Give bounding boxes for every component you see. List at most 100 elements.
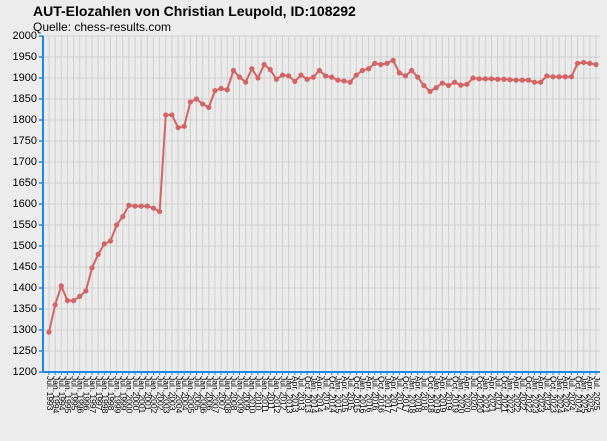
point: [46, 329, 52, 335]
point: [538, 79, 544, 85]
x-tick-label: Jul. 1997: [94, 376, 104, 411]
point: [279, 72, 286, 78]
x-tick-label: Jan. 2002: [149, 376, 159, 414]
point: [421, 82, 427, 89]
x-tick-label: Jan. 2024: [555, 376, 565, 414]
point: [298, 72, 304, 78]
y-tick-label: 1700: [13, 156, 37, 168]
y-tick-label: 1600: [13, 198, 37, 210]
x-tick-label: Jan. 2012: [272, 376, 282, 414]
x-tick-label: Jan. 2001: [137, 376, 147, 414]
y-tick-label: 1800: [13, 114, 37, 126]
chart-title: AUT-Elozahlen von Christian Leupold, ID:…: [33, 3, 356, 19]
point: [390, 57, 396, 63]
x-tick-label: Jan. 1995: [63, 376, 73, 414]
x-tick-label: Apr. 2023: [536, 376, 546, 413]
point: [470, 75, 476, 81]
x-tick-label: Oct. 2022: [524, 376, 534, 413]
y-tick-label: 1300: [13, 324, 37, 336]
point: [439, 80, 445, 86]
x-tick-label: Jul. 2002: [155, 376, 165, 411]
x-tick-label: Jul. 2021: [493, 376, 503, 411]
point: [525, 77, 531, 83]
x-tick-label: Jan. 2022: [506, 376, 516, 414]
point: [101, 241, 107, 247]
x-tick-label: Jul. 1993: [45, 376, 55, 411]
y-tick-label: 1350: [13, 303, 37, 315]
x-tick-label: Jan. 2018: [407, 376, 417, 414]
point: [169, 112, 175, 118]
point: [562, 74, 568, 80]
point: [273, 76, 280, 82]
point: [64, 298, 71, 304]
x-tick-label: Jul. 2017: [395, 376, 405, 411]
x-tick-label: Oct. 2016: [377, 376, 387, 413]
point: [464, 81, 470, 87]
point: [114, 222, 120, 228]
x-tick-label: Apr. 2019: [438, 376, 448, 413]
point: [341, 78, 347, 84]
x-tick-label: Jan. 2015: [334, 376, 344, 414]
x-tick-label: Jul. 2010: [254, 376, 264, 411]
point: [488, 76, 495, 82]
x-tick-label: Jan. 2000: [125, 376, 135, 414]
point: [95, 251, 101, 257]
point: [531, 79, 538, 85]
point: [236, 74, 243, 80]
point: [70, 298, 77, 304]
x-tick-label: Jul. 2001: [143, 376, 153, 411]
x-tick-label: Jul. 2012: [278, 376, 288, 411]
point: [329, 74, 335, 80]
point: [120, 214, 126, 220]
x-tick-label: Jan. 1997: [88, 376, 98, 414]
x-tick-label: Apr. 2015: [340, 376, 350, 413]
x-tick-label: Apr. 2016: [364, 376, 374, 413]
x-tick-label: Oct. 2018: [426, 376, 436, 413]
point: [458, 82, 464, 88]
x-tick-label: Jul. 2006: [205, 376, 215, 411]
point: [138, 203, 144, 209]
point: [556, 74, 562, 80]
x-tick-label: Apr. 2018: [414, 376, 424, 413]
point: [452, 79, 458, 85]
y-tick-label: 1650: [13, 177, 37, 189]
x-tick-label: Jul. 2011: [266, 376, 276, 410]
point: [89, 265, 95, 271]
point: [359, 67, 366, 74]
point: [206, 104, 212, 110]
y-tick-label: 1550: [13, 219, 37, 231]
point: [587, 60, 593, 66]
y-tick-label: 1400: [13, 282, 37, 294]
point: [574, 60, 581, 66]
y-tick-label: 1850: [13, 93, 37, 105]
x-tick-label: Jan. 1994: [51, 376, 61, 414]
y-tick-label: 1250: [13, 345, 37, 357]
point: [482, 76, 488, 82]
point: [310, 74, 316, 80]
point: [243, 79, 249, 85]
x-tick-label: Oct. 2021: [500, 376, 510, 413]
x-tick-label: Jan. 2019: [432, 376, 442, 414]
x-tick-label: Jan. 1996: [75, 376, 85, 414]
x-tick-label: Jan. 2025: [579, 376, 589, 414]
x-tick-label: Jan. 1998: [100, 376, 110, 414]
x-tick-label: Oct. 2023: [549, 376, 559, 413]
x-tick-label: Oct. 2014: [327, 376, 337, 413]
point: [230, 67, 236, 74]
x-tick-label: Jan. 2006: [198, 376, 208, 414]
x-tick-label: Jul. 2004: [180, 376, 190, 411]
x-tick-label: Oct. 2019: [450, 376, 460, 413]
x-tick-label: Jul. 2020: [469, 376, 479, 411]
x-tick-label: Oct. 2017: [401, 376, 411, 413]
point: [322, 73, 329, 79]
point: [150, 205, 157, 211]
point: [200, 101, 206, 107]
x-tick-label: Jul. 2013: [297, 376, 307, 411]
x-tick-label: Jan. 2016: [358, 376, 368, 414]
point: [267, 67, 273, 73]
point: [427, 88, 433, 95]
y-tick-label: 1750: [13, 135, 37, 147]
point: [495, 76, 501, 82]
x-tick-label: Apr. 2020: [463, 376, 473, 413]
